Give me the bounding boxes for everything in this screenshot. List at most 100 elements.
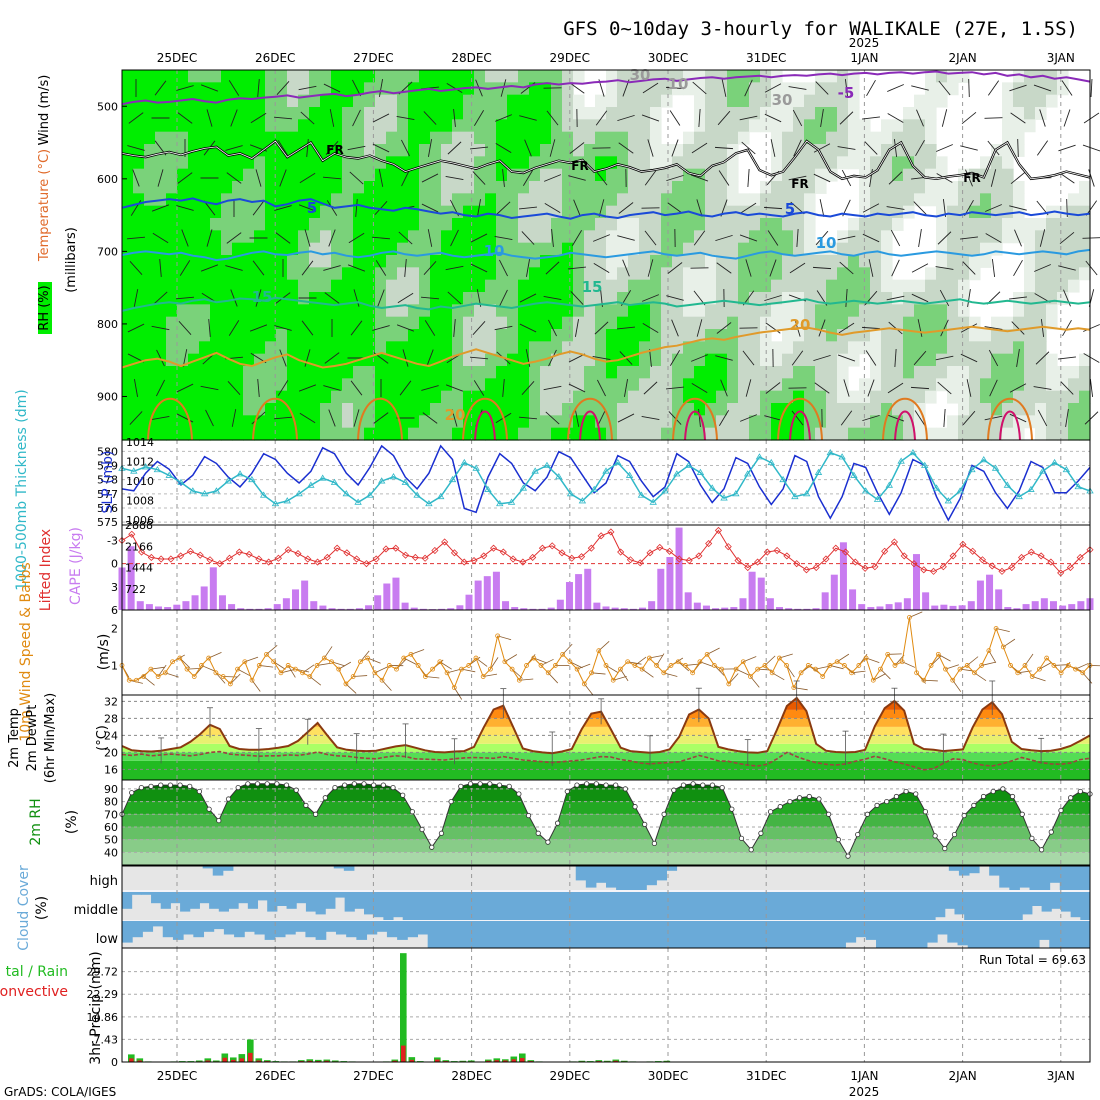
rh-cell bbox=[1057, 366, 1069, 379]
rh-cell bbox=[628, 218, 640, 231]
rh-cell bbox=[749, 366, 761, 379]
wind-barb bbox=[839, 111, 854, 125]
wind-barb bbox=[326, 200, 338, 216]
rh-cell bbox=[947, 70, 959, 83]
rh-cell bbox=[122, 378, 134, 392]
rh-cell bbox=[584, 119, 596, 133]
cloud-cell-low bbox=[1039, 921, 1050, 940]
wind-barb bbox=[868, 259, 874, 277]
wind-barb bbox=[862, 233, 880, 243]
rh-cell bbox=[914, 341, 926, 355]
wind-speed-point bbox=[473, 655, 479, 661]
rh-cell bbox=[749, 378, 761, 392]
li-point bbox=[519, 558, 527, 566]
cloud-cell-middle bbox=[673, 892, 684, 920]
rh-cell bbox=[375, 304, 387, 318]
thickness-point bbox=[684, 461, 693, 468]
rh-cell bbox=[716, 230, 728, 244]
rh-cell bbox=[353, 218, 365, 231]
rh-cell bbox=[1079, 193, 1091, 207]
rh-cell bbox=[958, 205, 970, 219]
rh-point bbox=[158, 782, 164, 788]
rh-cell bbox=[639, 403, 651, 416]
rh-cell bbox=[837, 267, 849, 281]
rh-cell bbox=[408, 119, 420, 133]
rh-point bbox=[167, 782, 173, 788]
y-tick-label-left: 575 bbox=[97, 516, 118, 529]
rh-cell bbox=[265, 316, 277, 330]
rh-cell bbox=[881, 415, 893, 429]
rh-cell bbox=[298, 218, 310, 231]
rh-point bbox=[787, 798, 793, 805]
rh-cell bbox=[320, 205, 332, 219]
wind-barb bbox=[519, 206, 537, 210]
rh-point bbox=[1039, 847, 1045, 853]
rh-cell bbox=[540, 168, 552, 182]
rh-cell bbox=[397, 193, 409, 207]
rh-cell bbox=[848, 144, 860, 157]
rh-cell bbox=[188, 119, 200, 133]
wind-speed-point bbox=[357, 659, 363, 665]
rh-cell bbox=[804, 415, 816, 429]
panel-frame bbox=[121, 947, 1091, 1063]
contour-label: 30 bbox=[630, 66, 651, 84]
cloud-cell-low bbox=[814, 921, 826, 948]
rh-cell bbox=[188, 279, 200, 293]
cloud-cell-middle bbox=[141, 892, 152, 895]
rh-cell bbox=[408, 366, 420, 379]
rh-cell bbox=[221, 316, 233, 330]
rh-cell bbox=[903, 341, 915, 355]
rh-cell bbox=[1002, 119, 1014, 133]
wind-speed-point bbox=[856, 663, 862, 668]
rh-cell bbox=[221, 156, 233, 170]
wind-speed-point bbox=[610, 677, 616, 683]
rh-cell bbox=[617, 181, 629, 194]
thickness-point bbox=[283, 497, 291, 504]
cloud-cell-middle bbox=[422, 892, 433, 920]
wind-barb bbox=[960, 145, 978, 151]
panel-frame bbox=[121, 779, 1091, 866]
rh-cell bbox=[881, 329, 893, 342]
rh-cell bbox=[606, 390, 618, 404]
rh-cell bbox=[870, 366, 882, 379]
rh-cell bbox=[804, 230, 816, 244]
rh-cell bbox=[628, 329, 640, 342]
rh-cell bbox=[782, 329, 794, 342]
rh-point bbox=[951, 831, 958, 838]
wind-barb bbox=[396, 324, 415, 332]
wind-speed-point bbox=[574, 666, 580, 672]
rh-cell bbox=[265, 427, 277, 441]
rh-cell bbox=[881, 292, 893, 305]
wind-barb bbox=[543, 174, 562, 182]
rh-cell bbox=[1068, 366, 1080, 379]
rh-cell bbox=[617, 267, 629, 281]
rh-cell bbox=[441, 94, 453, 108]
rh-cell bbox=[672, 403, 684, 416]
rh-cell bbox=[342, 168, 354, 182]
wind-barb bbox=[496, 201, 511, 215]
rh-cell bbox=[386, 366, 398, 379]
rh-cell bbox=[419, 378, 431, 392]
rh-cell bbox=[628, 82, 640, 96]
rh-cell bbox=[551, 341, 563, 355]
rh-cell bbox=[243, 255, 255, 268]
rh-cell bbox=[584, 304, 596, 318]
wind-barb bbox=[839, 261, 854, 275]
wind-speed-point bbox=[805, 663, 811, 668]
thickness-point bbox=[566, 490, 575, 497]
date-label-top: 25DEC bbox=[157, 51, 197, 65]
rh-cell bbox=[408, 427, 420, 441]
rh-cell bbox=[738, 107, 750, 120]
rh-cell bbox=[397, 378, 409, 392]
cape-bar bbox=[785, 608, 793, 610]
rh-cell bbox=[562, 168, 574, 182]
cloud-cell-low bbox=[937, 921, 948, 935]
rh-cell bbox=[397, 304, 409, 318]
cape-bar bbox=[830, 574, 838, 610]
rh-cell bbox=[254, 316, 266, 330]
thickness-point bbox=[484, 485, 492, 492]
rh-cell bbox=[177, 329, 189, 342]
rh-point bbox=[700, 782, 706, 788]
wind-barb bbox=[1062, 319, 1072, 337]
wind-barb bbox=[862, 414, 880, 422]
